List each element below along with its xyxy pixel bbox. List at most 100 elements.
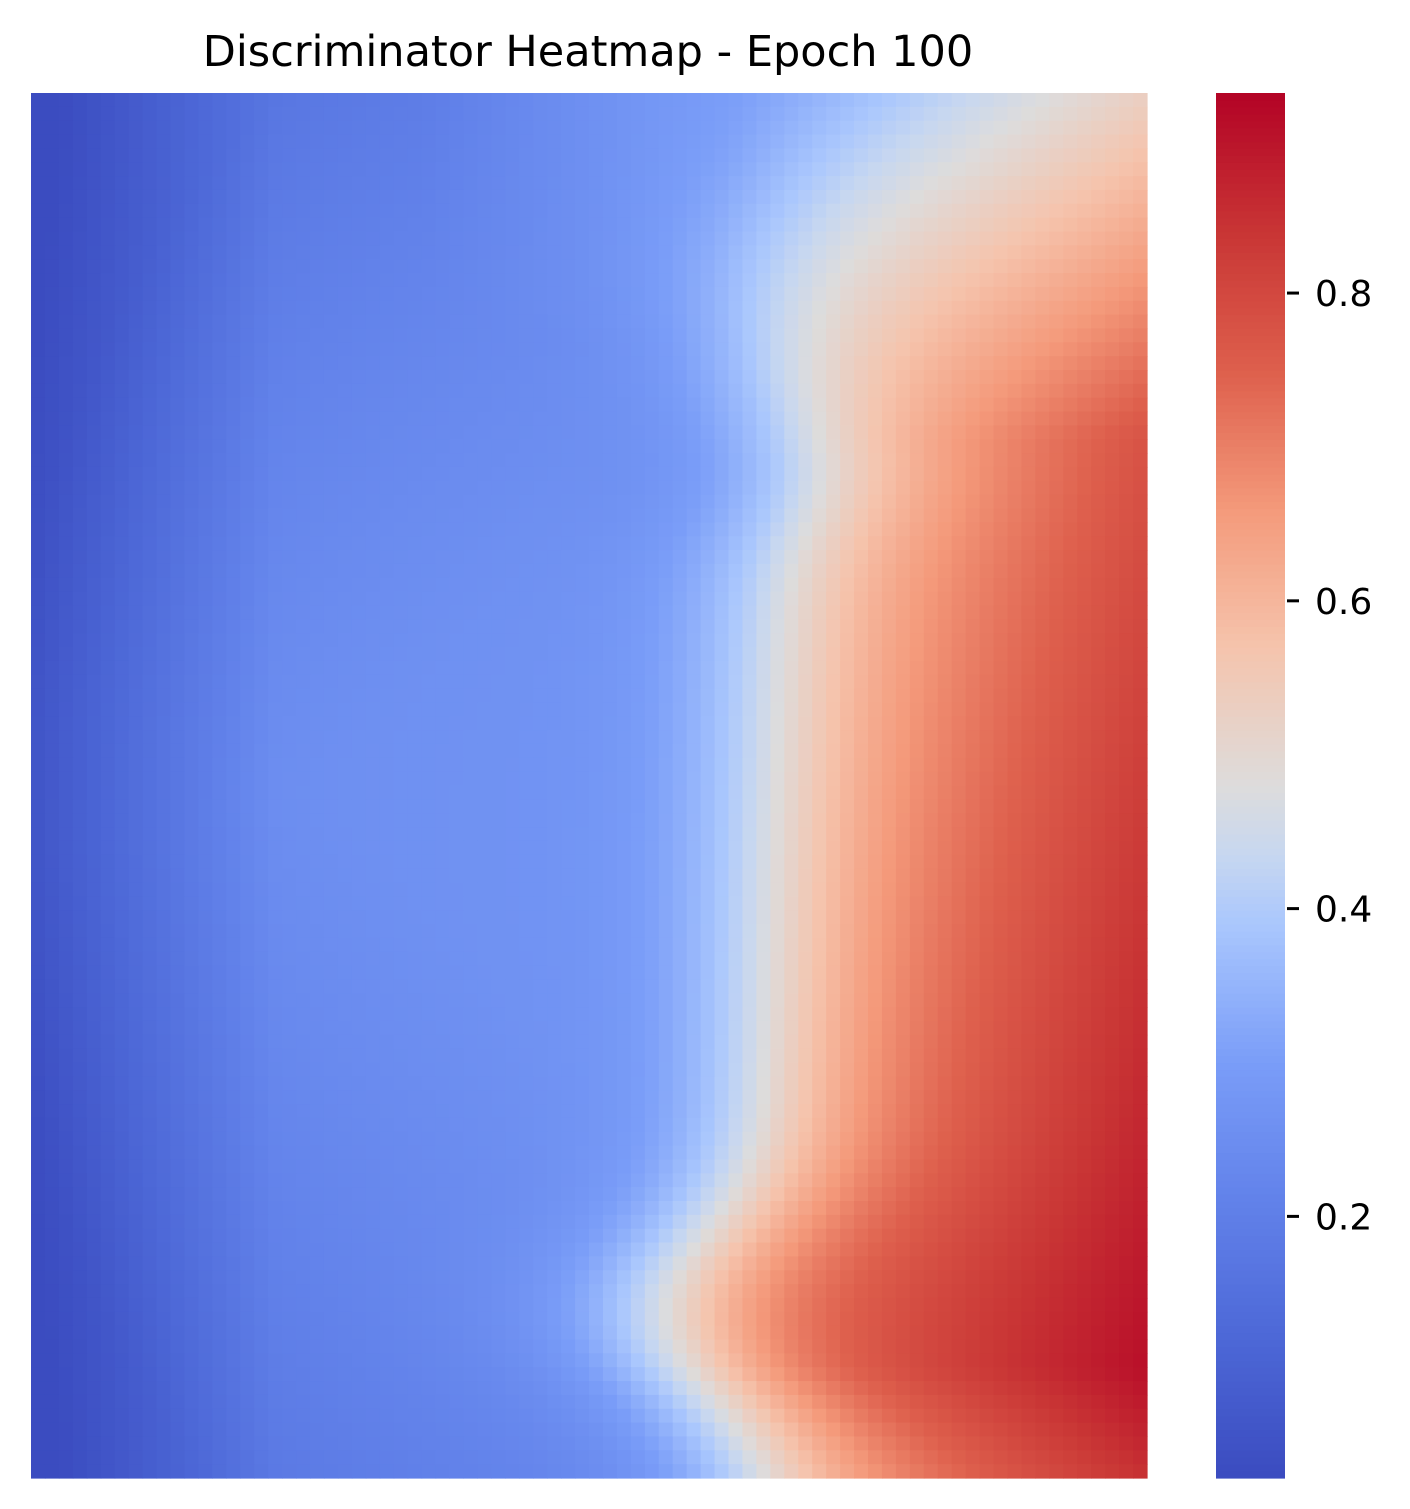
heatmap-cell <box>686 937 702 953</box>
heatmap-cell <box>756 633 771 648</box>
heatmap-cell <box>533 910 548 925</box>
heatmap-cell <box>226 854 241 870</box>
heatmap-cell <box>1105 716 1120 731</box>
heatmap-cell <box>268 383 283 399</box>
heatmap-cell <box>296 300 311 316</box>
heatmap-cell <box>561 300 576 316</box>
heatmap-cell <box>198 370 213 385</box>
heatmap-cell <box>519 827 534 842</box>
heatmap-cell <box>268 730 283 745</box>
heatmap-cell <box>714 550 730 565</box>
heatmap-cell <box>770 245 785 260</box>
heatmap-cell <box>895 328 911 343</box>
heatmap-cell <box>393 896 409 911</box>
heatmap-cell <box>798 508 813 523</box>
heatmap-cell <box>282 466 297 482</box>
heatmap-cell <box>212 771 227 787</box>
heatmap-cell <box>491 106 506 122</box>
heatmap-cell <box>1105 854 1120 870</box>
heatmap-cell <box>840 93 855 108</box>
heatmap-cell <box>756 494 771 510</box>
heatmap-cell <box>86 743 102 759</box>
heatmap-cell <box>602 508 618 523</box>
heatmap-cell <box>379 577 395 593</box>
heatmap-cell <box>756 536 771 551</box>
heatmap-cell <box>114 882 130 897</box>
heatmap-cell <box>449 176 465 191</box>
heatmap-cell <box>812 730 827 745</box>
heatmap-cell <box>1007 896 1023 911</box>
heatmap-cell <box>728 494 744 510</box>
heatmap-cell <box>296 840 311 856</box>
heatmap-cell <box>128 425 144 440</box>
heatmap-cell <box>784 453 799 468</box>
heatmap-cell <box>826 356 841 371</box>
heatmap-cell <box>393 411 409 426</box>
heatmap-cell <box>463 217 478 233</box>
heatmap-cell <box>854 827 869 842</box>
heatmap-cell <box>1007 411 1023 426</box>
heatmap-cell <box>323 231 339 246</box>
heatmap-cell <box>1035 203 1050 219</box>
heatmap-cell <box>1133 577 1148 593</box>
heatmap-cell <box>1049 148 1064 163</box>
heatmap-cell <box>31 508 46 523</box>
heatmap-cell <box>812 716 827 731</box>
heatmap-cell <box>351 536 367 551</box>
heatmap-cell <box>156 342 172 357</box>
heatmap-cell <box>1105 397 1120 413</box>
heatmap-cell <box>909 854 925 870</box>
heatmap-cell <box>491 730 506 745</box>
heatmap-cell <box>128 106 144 122</box>
heatmap-cell <box>923 466 939 482</box>
heatmap-cell <box>86 494 102 510</box>
heatmap-cell <box>756 882 771 897</box>
heatmap-cell <box>1049 647 1064 662</box>
heatmap-cell <box>826 176 841 191</box>
heatmap-cell <box>756 300 771 316</box>
heatmap-cell <box>1091 910 1106 925</box>
heatmap-cell <box>142 674 158 690</box>
heatmap-cell <box>547 494 562 510</box>
heatmap-cell <box>658 273 674 288</box>
heatmap-cell <box>533 120 548 136</box>
heatmap-cell <box>114 259 130 274</box>
heatmap-cell <box>421 259 437 274</box>
heatmap-cell <box>658 134 674 149</box>
heatmap-cell <box>533 176 548 191</box>
heatmap-cell <box>909 148 925 163</box>
heatmap-cell <box>421 896 437 911</box>
heatmap-cell <box>1007 286 1023 302</box>
heatmap-cell <box>616 314 632 330</box>
heatmap-cell <box>226 231 241 246</box>
heatmap-cell <box>1105 425 1120 440</box>
heatmap-cell <box>323 383 339 399</box>
heatmap-cell <box>407 189 423 205</box>
heatmap-cell <box>979 176 995 191</box>
heatmap-cell <box>421 577 437 593</box>
heatmap-cell <box>393 757 409 773</box>
heatmap-cell <box>561 688 576 703</box>
heatmap-cell <box>296 508 311 523</box>
heatmap-cell <box>421 439 437 454</box>
heatmap-cell <box>728 286 744 302</box>
heatmap-cell <box>728 868 744 884</box>
heatmap-cell <box>268 522 283 537</box>
heatmap-cell <box>1105 494 1120 510</box>
heatmap-cell <box>547 827 562 842</box>
heatmap-cell <box>254 771 269 787</box>
heatmap-cell <box>840 439 855 454</box>
heatmap-cell <box>393 203 409 219</box>
heatmap-cell <box>100 259 116 274</box>
heatmap-cell <box>658 716 674 731</box>
heatmap-cell <box>756 716 771 731</box>
heatmap-cell <box>770 716 785 731</box>
heatmap-cell <box>533 522 548 537</box>
heatmap-cell <box>449 162 465 177</box>
heatmap-cell <box>58 342 74 357</box>
heatmap-cell <box>1049 356 1064 371</box>
heatmap-cell <box>337 370 353 385</box>
heatmap-cell <box>756 273 771 288</box>
heatmap-cell <box>923 189 939 205</box>
heatmap-cell <box>533 411 548 426</box>
